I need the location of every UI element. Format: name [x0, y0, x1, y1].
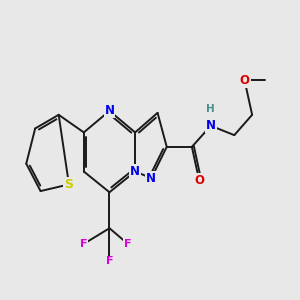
Text: S: S [64, 178, 74, 191]
Text: N: N [146, 172, 156, 185]
Text: F: F [106, 256, 113, 266]
Text: N: N [104, 104, 115, 117]
Text: F: F [124, 239, 132, 249]
Text: F: F [80, 239, 88, 249]
Text: O: O [194, 174, 204, 187]
Text: N: N [130, 165, 140, 178]
Text: N: N [206, 119, 216, 132]
Text: H: H [206, 104, 215, 114]
Text: O: O [240, 74, 250, 87]
